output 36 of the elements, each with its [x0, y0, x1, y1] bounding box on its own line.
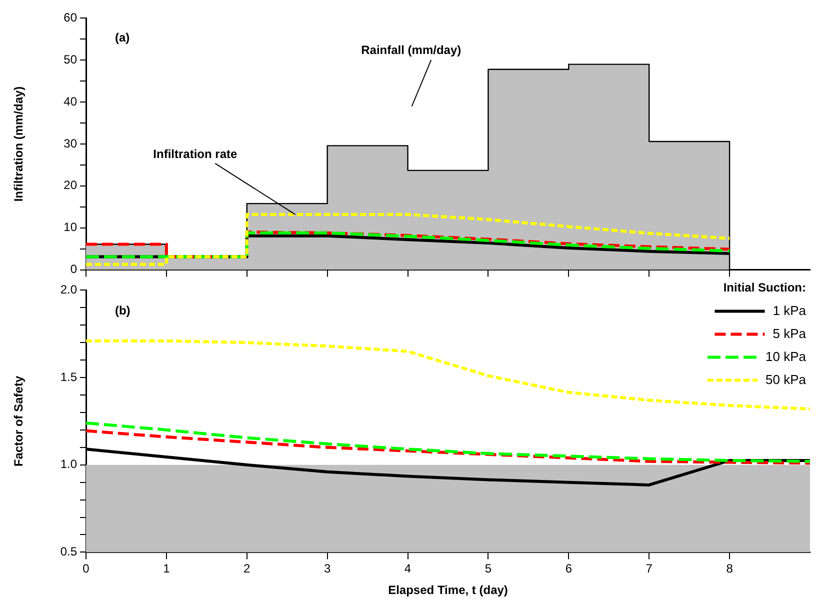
y-tick-label: 0.5 — [60, 544, 78, 559]
x-tick-label: 0 — [82, 562, 90, 576]
y-tick-label: 1.0 — [60, 457, 78, 472]
y-tick-label: 30 — [64, 136, 78, 150]
x-tick-label: 5 — [484, 562, 492, 576]
x-tick-label: 2 — [244, 562, 251, 576]
annotation: Infiltration rate — [153, 146, 238, 161]
line-series — [86, 429, 810, 465]
y-tick-label: 50 — [64, 52, 78, 66]
y-tick-label: 10 — [64, 220, 78, 234]
annotation: (a) — [114, 30, 130, 45]
annotation: (b) — [114, 303, 130, 318]
y-tick-label: 20 — [64, 178, 78, 192]
line-series — [86, 421, 810, 463]
y-tick-label: 60 — [64, 10, 78, 25]
x-axis-title: Elapsed Time, t (day) — [388, 583, 508, 598]
y-axis-title: Factor of Safety — [12, 376, 26, 467]
legend-label: 50 kPa — [766, 372, 807, 387]
y-tick-label: 0 — [70, 262, 78, 276]
x-tick-label: 8 — [726, 562, 734, 576]
x-tick-label: 1 — [163, 562, 170, 576]
legend-title: Initial Suction: — [723, 280, 806, 295]
x-tick-label: 6 — [565, 562, 572, 576]
y-tick-label: 2.0 — [60, 282, 78, 297]
annotation: Rainfall (mm/day) — [361, 43, 462, 58]
y-axis-title: Infiltration (mm/day) — [12, 86, 26, 202]
x-tick-label: 3 — [324, 562, 331, 576]
y-tick-label: 1.5 — [60, 370, 78, 384]
line-series — [86, 339, 810, 410]
x-tick-label: 7 — [646, 562, 653, 576]
legend-label: 5 kPa — [772, 326, 807, 341]
legend-label: 10 kPa — [766, 348, 807, 364]
line-series — [86, 212, 732, 266]
legend-label: 1 kPa — [772, 302, 807, 318]
x-tick-label: 4 — [404, 562, 412, 576]
y-tick-label: 40 — [64, 94, 78, 108]
